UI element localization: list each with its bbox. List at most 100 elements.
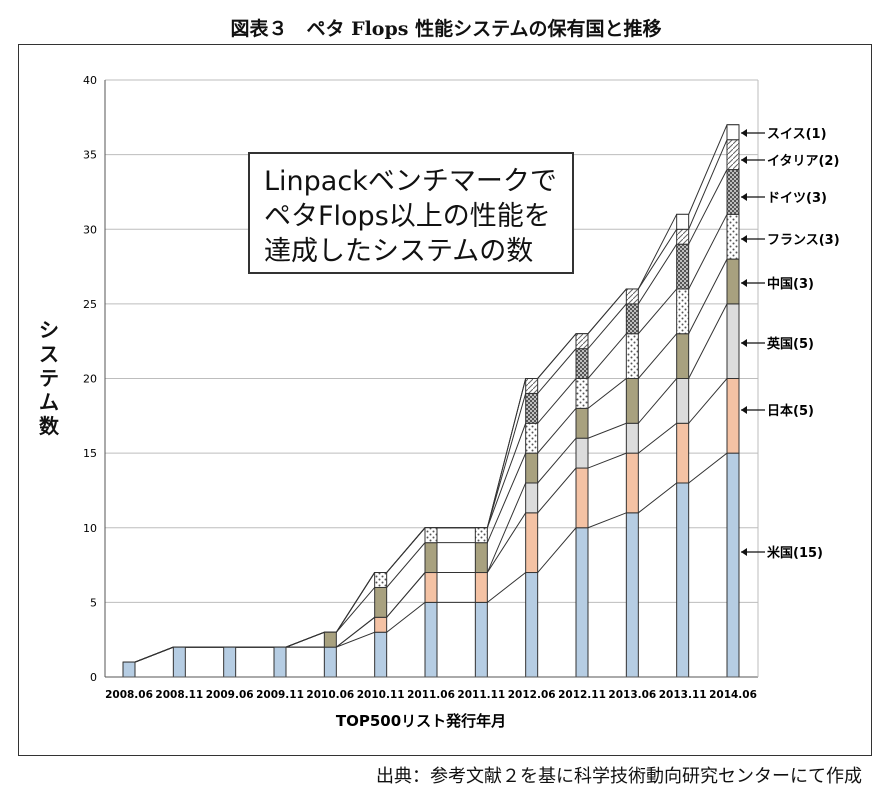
bar-segment-日本: [726, 378, 740, 454]
chart-callout-box: Linpackベンチマークで ペタFlops以上の性能を 達成したシステムの数: [248, 152, 574, 274]
bar-segment-ドイツ: [525, 392, 539, 424]
legend-label: 中国(3): [767, 276, 814, 292]
bar-segment-英国: [726, 303, 740, 379]
bar-segment-フランス: [625, 333, 639, 380]
bar-segment-フランス: [525, 422, 539, 454]
bar-segment-米国: [374, 631, 388, 678]
x-tick-label: 2008.06: [105, 689, 153, 701]
y-tick-label: 30: [83, 223, 97, 236]
legend-label: フランス(3): [767, 233, 840, 248]
bar-segment-中国: [575, 407, 589, 439]
legend-arrowhead: [741, 406, 747, 414]
bar-segment-ドイツ: [726, 169, 740, 215]
bar-segment-日本: [424, 572, 438, 603]
x-tick-label: 2010.06: [306, 689, 354, 701]
legend-arrowhead: [741, 129, 747, 137]
bar-segment-フランス: [676, 288, 690, 335]
x-tick-label: 2011.06: [407, 689, 455, 701]
legend-label: イタリア(2): [767, 154, 839, 169]
y-tick-label: 40: [83, 74, 97, 87]
bar-segment-米国: [726, 452, 740, 678]
x-tick-label: 2009.11: [256, 689, 304, 701]
bar-segment-日本: [625, 452, 639, 514]
chart-frame: [18, 44, 872, 756]
bar-segment-中国: [323, 631, 337, 648]
bar-segment-中国: [374, 586, 388, 618]
x-tick-label: 2008.11: [155, 689, 203, 701]
bar-segment-イタリア: [676, 228, 690, 245]
bar-segment-日本: [525, 512, 539, 574]
bar-segment-イタリア: [575, 333, 589, 350]
figure-title: 図表３ ペタ Flops 性能システムの保有国と推移: [230, 18, 662, 40]
x-tick-label: 2010.11: [357, 689, 405, 701]
x-tick-label: 2013.11: [659, 689, 707, 701]
bar-segment-英国: [575, 437, 589, 469]
legend-arrowhead: [741, 193, 747, 201]
y-tick-label: 25: [83, 298, 97, 311]
legend-label: スイス(1): [767, 127, 827, 142]
y-axis-title: システム数: [39, 318, 59, 438]
bar-segment-米国: [223, 646, 237, 678]
bar-segment-日本: [374, 616, 388, 633]
y-tick-label: 5: [90, 596, 97, 609]
legend-label: 日本(5): [767, 403, 814, 419]
bar-segment-フランス: [424, 527, 438, 544]
x-tick-label: 2013.06: [608, 689, 656, 701]
bar-segment-ドイツ: [676, 243, 690, 290]
bar-segment-日本: [575, 467, 589, 529]
y-tick-label: 10: [83, 522, 97, 535]
bar-segment-日本: [474, 572, 488, 603]
bar-segment-米国: [273, 646, 287, 678]
bar-segment-フランス: [726, 213, 740, 260]
y-tick-label: 0: [90, 671, 97, 684]
bar-segment-中国: [424, 542, 438, 574]
legend-arrowhead: [741, 156, 747, 164]
legend-arrowhead: [741, 339, 747, 347]
legend-label: ドイツ(3): [767, 191, 827, 206]
bar-segment-米国: [323, 646, 337, 678]
bar-segment-ドイツ: [625, 303, 639, 335]
y-tick-label: 35: [83, 149, 97, 162]
bar-segment-イタリア: [726, 139, 740, 171]
legend-label: 米国(15): [767, 545, 823, 561]
legend-arrowhead: [741, 235, 747, 243]
bar-segment-フランス: [474, 527, 488, 544]
bar-segment-米国: [122, 661, 136, 678]
bar-segment-英国: [625, 422, 639, 454]
bar-segment-中国: [474, 542, 488, 574]
bar-segment-スイス: [726, 124, 740, 141]
x-tick-label: 2009.06: [206, 689, 254, 701]
bar-segment-米国: [474, 601, 488, 678]
y-tick-label: 15: [83, 447, 97, 460]
bar-segment-中国: [676, 333, 690, 380]
bar-segment-米国: [525, 572, 539, 678]
x-tick-label: 2012.11: [558, 689, 606, 701]
bar-segment-中国: [525, 452, 539, 484]
bar-segment-フランス: [575, 378, 589, 409]
bar-segment-イタリア: [525, 378, 539, 394]
bar-segment-米国: [625, 512, 639, 678]
bar-segment-中国: [625, 378, 639, 424]
x-tick-label: 2014.06: [709, 689, 757, 701]
bar-segment-中国: [726, 258, 740, 305]
bar-segment-スイス: [676, 213, 690, 230]
x-tick-label: 2012.06: [508, 689, 556, 701]
legend-arrowhead: [741, 548, 747, 556]
bar-segment-フランス: [374, 572, 388, 588]
x-axis-title: TOP500リスト発行年月: [336, 712, 506, 730]
bar-segment-イタリア: [625, 288, 639, 305]
legend-label: 英国(5): [766, 336, 814, 352]
bar-segment-米国: [676, 482, 690, 678]
x-tick-label: 2011.11: [457, 689, 505, 701]
bar-segment-英国: [676, 378, 690, 424]
legend-arrowhead: [741, 279, 747, 287]
bar-segment-日本: [676, 422, 690, 484]
bar-segment-ドイツ: [575, 348, 589, 379]
bar-segment-米国: [172, 646, 186, 678]
bar-segment-米国: [575, 527, 589, 678]
source-note: 出典：参考文献２を基に科学技術動向研究センターにて作成: [376, 766, 862, 787]
y-tick-label: 20: [83, 373, 97, 386]
stacked-bar-chart: 0 5 10 15 20 25 30 35 40 2008.06 2008.11 2009.06 200…: [83, 74, 840, 730]
bar-segment-英国: [525, 482, 539, 514]
bar-segment-米国: [424, 601, 438, 678]
